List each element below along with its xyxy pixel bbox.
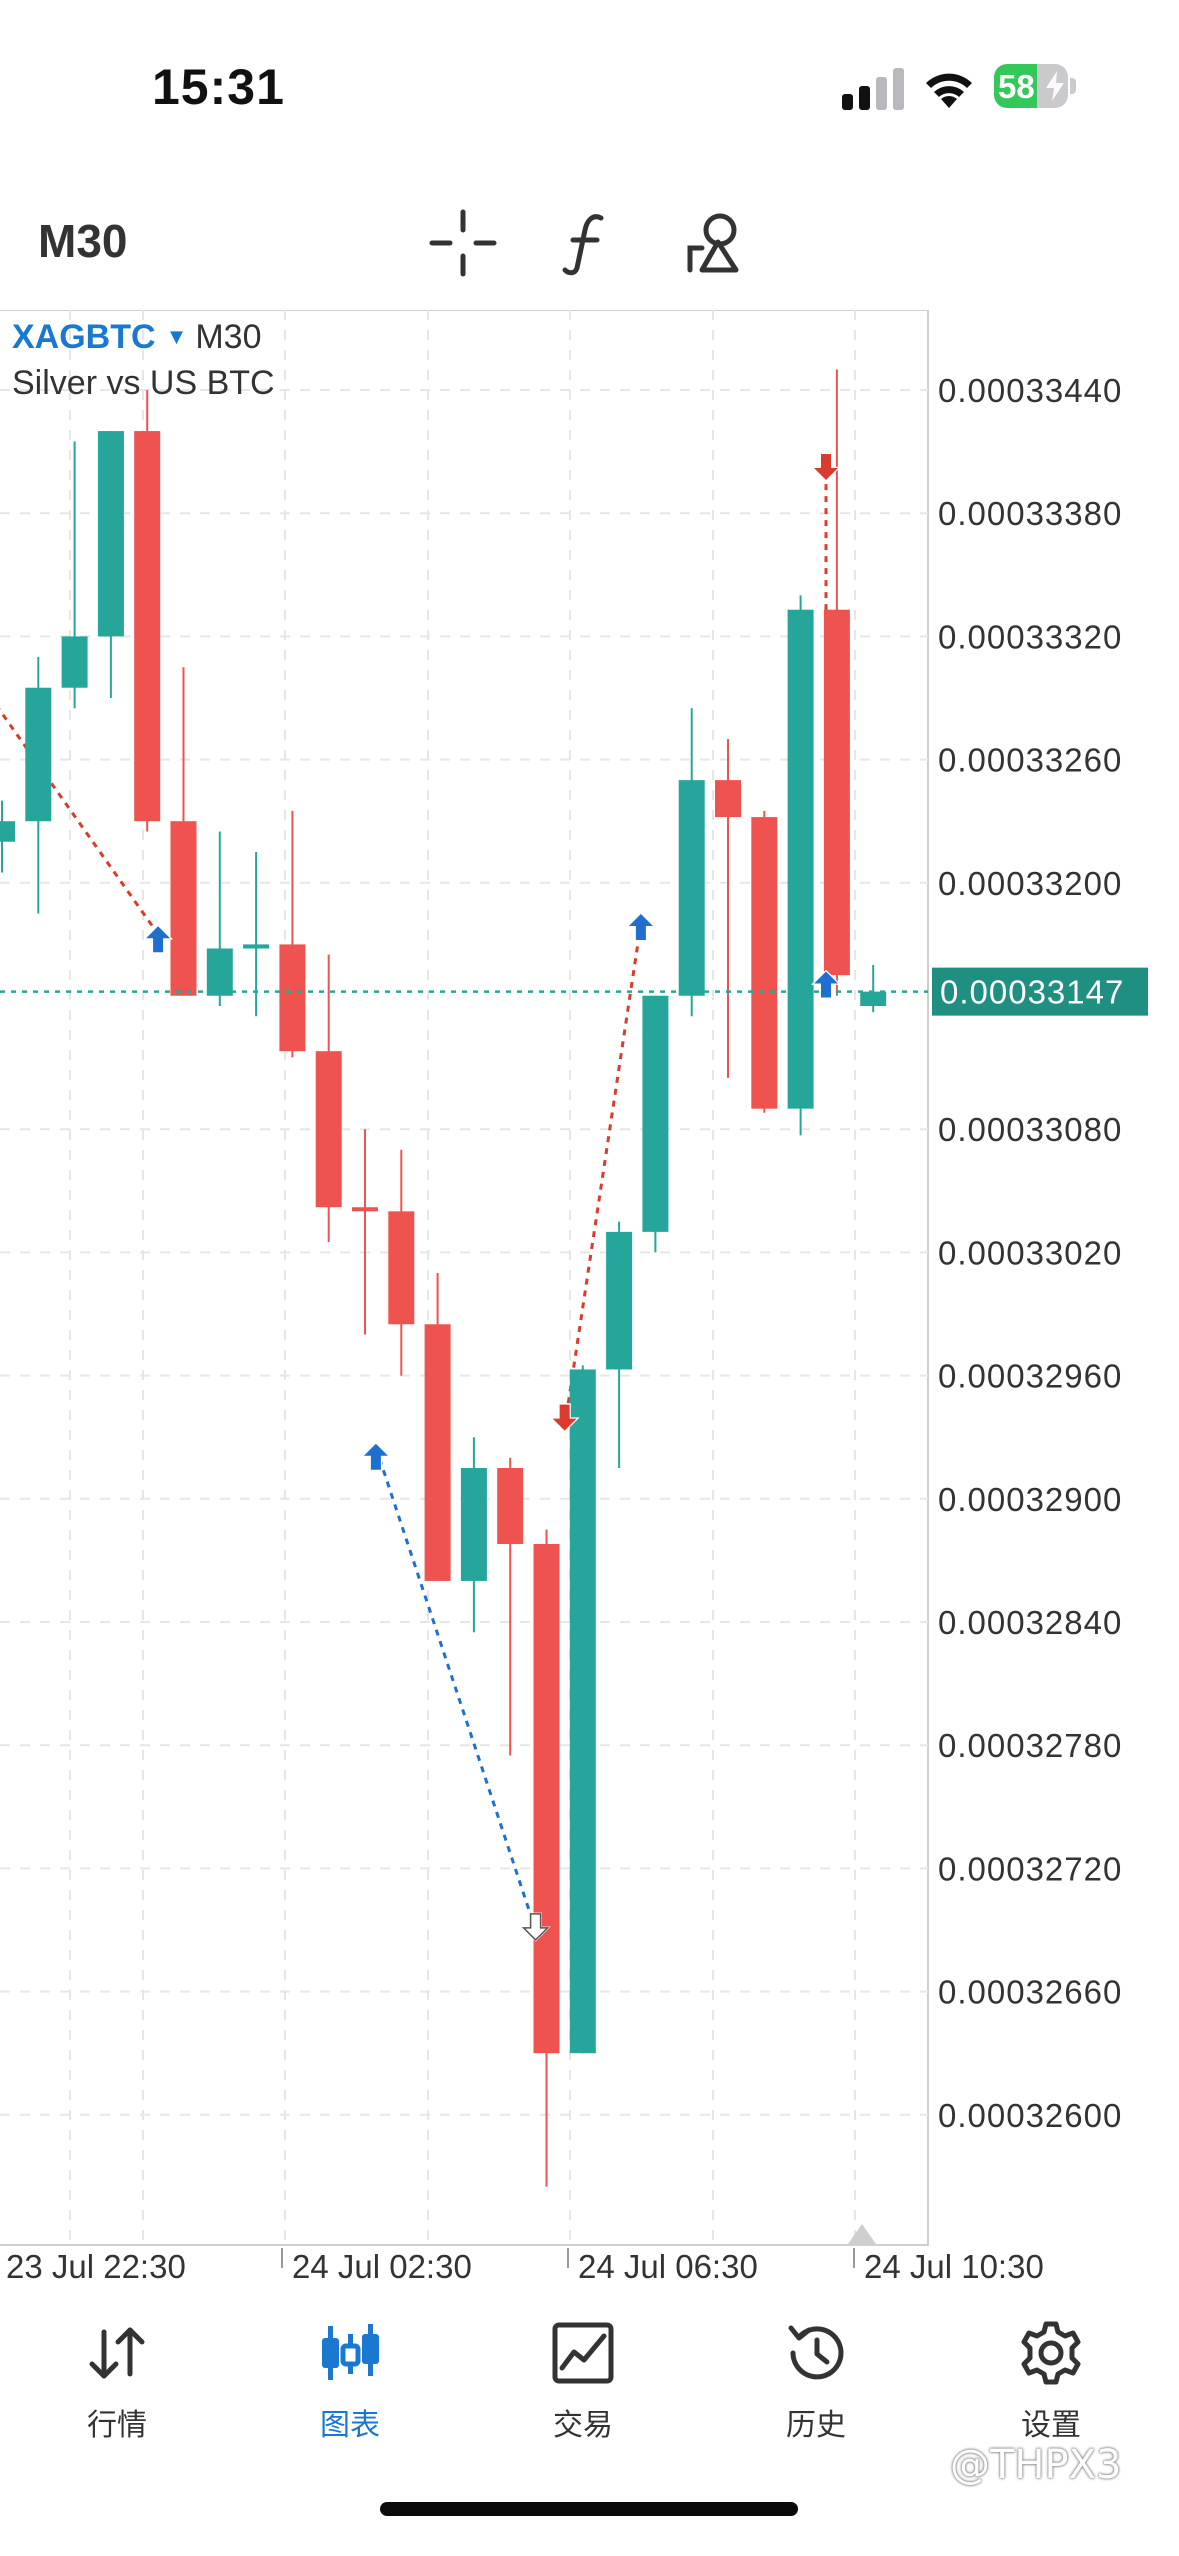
function-icon[interactable]	[555, 208, 625, 278]
crosshair-icon[interactable]	[428, 208, 498, 278]
current-price-tag	[932, 967, 1148, 1016]
sell-arrow-icon[interactable]	[810, 452, 842, 482]
candle-body[interactable]	[606, 1231, 633, 1370]
cellular-signal-icon	[842, 68, 904, 110]
price-axis-label: 0.00032720	[938, 1850, 1122, 1887]
price-axis-label: 0.00033320	[938, 618, 1122, 655]
buy-arrow-icon[interactable]	[360, 1441, 391, 1471]
trade-icon	[552, 2322, 614, 2384]
tab-chart[interactable]: 图表	[275, 2318, 425, 2458]
tab-label: 历史	[786, 2408, 846, 2443]
candle-body[interactable]	[279, 944, 306, 1052]
chart-legend[interactable]: XAGBTC ▼ M30	[12, 318, 261, 357]
chart-shift-marker[interactable]	[848, 2224, 876, 2244]
candle-body[interactable]	[25, 687, 52, 822]
tab-label: 设置	[1021, 2408, 1081, 2443]
candle-body[interactable]	[642, 995, 669, 1232]
price-axis-label: 0.00032660	[938, 1974, 1122, 2011]
candle-body[interactable]	[134, 431, 161, 822]
time-axis-label: 24 Jul 10:30	[864, 2248, 1044, 2285]
tab-trade[interactable]: 交易	[508, 2318, 658, 2458]
buy-arrow-icon[interactable]	[625, 912, 656, 942]
tab-history[interactable]: 历史	[741, 2318, 891, 2458]
quotes-icon	[89, 2327, 145, 2379]
candle-body[interactable]	[61, 636, 88, 688]
timeframe-button[interactable]: M30	[38, 215, 128, 267]
price-axis-label: 0.00033080	[938, 1111, 1122, 1148]
buy-arrow-icon[interactable]	[810, 969, 842, 999]
candle-body[interactable]	[352, 1207, 378, 1212]
candle-body[interactable]	[460, 1468, 487, 1581]
candle-body[interactable]	[715, 780, 741, 818]
candle-body[interactable]	[751, 817, 778, 1109]
candle-body[interactable]	[0, 821, 15, 842]
wifi-icon	[926, 73, 972, 108]
symbol-label[interactable]: XAGBTC	[12, 318, 156, 356]
chart-icon	[322, 2324, 379, 2380]
candlestick-chart[interactable]: 0.00033440 0.00033380 0.00033320 0.00033260…	[0, 310, 1179, 2300]
time-axis-label: 23 Jul 22:30	[6, 2248, 186, 2285]
tab-label: 图表	[320, 2408, 380, 2443]
settings-icon	[1021, 2321, 1081, 2385]
price-axis-label: 0.00032900	[938, 1481, 1122, 1518]
tab-settings[interactable]: 设置	[976, 2318, 1126, 2458]
candle-body[interactable]	[388, 1211, 415, 1325]
objects-icon[interactable]	[678, 208, 748, 278]
history-icon	[788, 2325, 844, 2380]
candle-body[interactable]	[170, 821, 197, 996]
legend-timeframe: M30	[195, 318, 262, 356]
clock: 15:31	[152, 59, 285, 115]
sell-arrow-icon[interactable]	[549, 1403, 580, 1433]
candle-body[interactable]	[569, 1369, 596, 2054]
watermark: @THPX3	[950, 2442, 1122, 2488]
time-axis-label: 24 Jul 06:30	[578, 2248, 758, 2285]
candle-body[interactable]	[787, 609, 814, 1109]
trade-line	[0, 707, 160, 935]
buy-arrow-icon[interactable]	[143, 924, 174, 954]
candle-body[interactable]	[533, 1543, 560, 2054]
current-price-value: 0.00033147	[940, 974, 1124, 1011]
tab-label: 行情	[87, 2408, 147, 2443]
candle-body[interactable]	[97, 431, 124, 637]
trade-line	[563, 923, 643, 1428]
arrow-outline	[521, 1913, 550, 1941]
symbol-description: Silver vs US BTC	[12, 364, 275, 402]
candle-body[interactable]	[678, 780, 705, 996]
price-axis-label: 0.00033380	[938, 495, 1122, 532]
symbol-dropdown-icon[interactable]: ▼	[165, 324, 188, 349]
price-axis-label: 0.00032600	[938, 2097, 1122, 2134]
tab-label: 交易	[553, 2408, 613, 2443]
price-axis-label: 0.00032780	[938, 1727, 1122, 1764]
candle-body[interactable]	[860, 991, 887, 1006]
candle-body[interactable]	[823, 609, 850, 976]
price-chart[interactable]: 0.00033440 0.00033380 0.00033320 0.00033260…	[0, 310, 1179, 2300]
price-axis-label: 0.00033020	[938, 1234, 1122, 1271]
price-axis-label: 0.00033440	[938, 372, 1122, 409]
candle-body[interactable]	[497, 1468, 524, 1544]
candle-body[interactable]	[243, 944, 270, 949]
charging-bolt-icon	[1046, 71, 1064, 101]
battery-indicator: 58	[994, 64, 1078, 108]
home-indicator[interactable]	[380, 2502, 798, 2516]
candle-body[interactable]	[424, 1324, 451, 1581]
status-bar: 15:31 58	[0, 0, 1179, 170]
candle-body[interactable]	[315, 1051, 342, 1208]
price-axis-label: 0.00032840	[938, 1604, 1122, 1641]
trade-line	[374, 1446, 538, 1931]
price-axis-label: 0.00033200	[938, 865, 1122, 902]
time-axis-label: 24 Jul 02:30	[292, 2248, 472, 2285]
battery-percent: 58	[998, 68, 1035, 105]
price-axis-label: 0.00033260	[938, 742, 1122, 779]
candle-body[interactable]	[206, 948, 233, 996]
tab-quotes[interactable]: 行情	[42, 2318, 192, 2458]
price-axis-label: 0.00032960	[938, 1358, 1122, 1395]
